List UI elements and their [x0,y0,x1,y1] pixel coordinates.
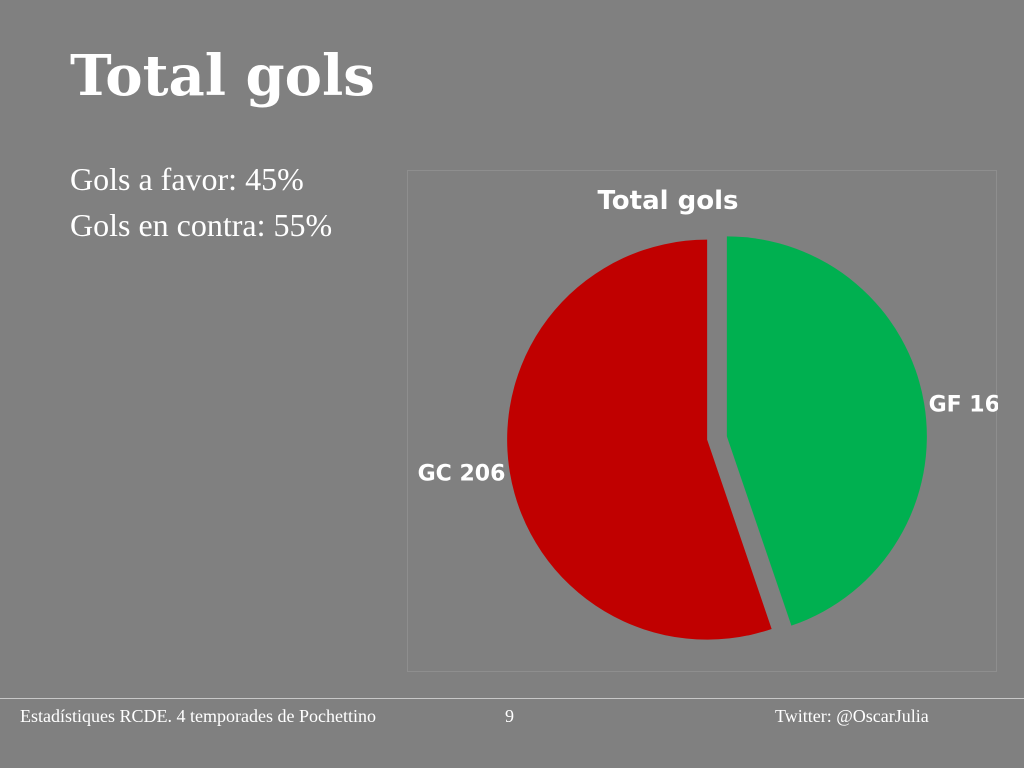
footer-divider [0,698,1024,699]
chart-title: Total gols [598,186,739,216]
slide-title: Total gols [70,43,375,109]
data-label-gf: GF 167 [929,393,998,418]
bullet-list: Gols a favor: 45% Gols en contra: 55% [70,156,332,248]
pie-slices [507,236,927,640]
footer-left-text: Estadístiques RCDE. 4 temporades de Poch… [20,706,376,726]
data-label-gc: GC 206 [418,461,506,486]
pie-chart-svg: Total gols GF 167 GC 206 [418,186,998,640]
pie-slice-gf [726,236,927,626]
pie-chart: Total gols GF 167 GC 206 [407,170,998,672]
page-number: 9 [505,706,514,726]
pie-slice-gc [507,239,772,640]
bullet-goals-for: Gols a favor: 45% [70,161,304,197]
footer-right-text: Twitter: @OscarJulia [775,706,929,726]
pie-labels: GF 167 GC 206 [418,393,998,487]
bullet-goals-against: Gols en contra: 55% [70,207,333,243]
